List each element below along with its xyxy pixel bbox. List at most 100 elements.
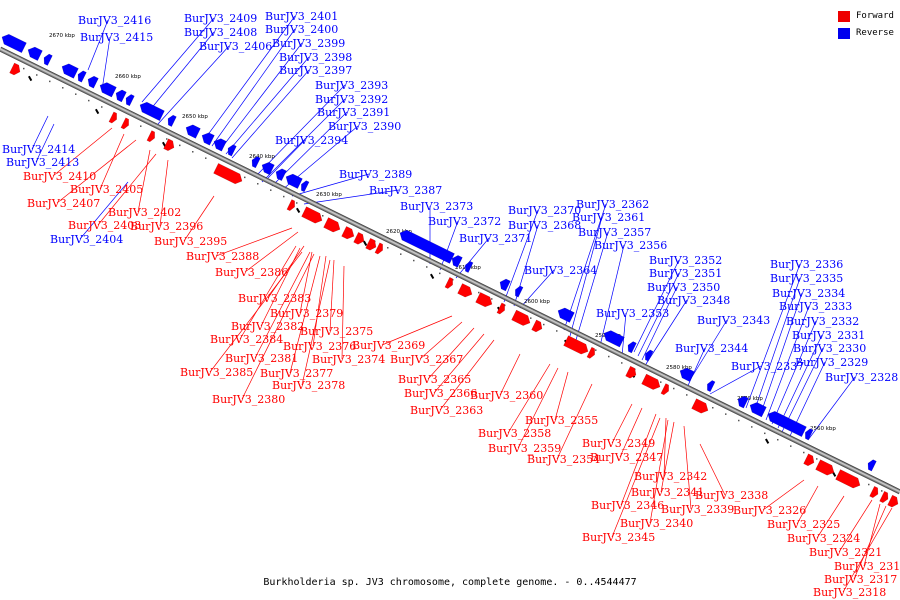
leader-line bbox=[660, 421, 675, 493]
gene-label: BurJV3_2333 bbox=[779, 300, 852, 313]
forward-gene-arrow bbox=[641, 373, 661, 390]
major-tick bbox=[95, 108, 100, 115]
gene-label: BurJV3_2331 bbox=[792, 329, 865, 342]
gene-label: BurJV3_2370 bbox=[508, 204, 581, 217]
leader-line bbox=[159, 159, 169, 227]
scale-dot bbox=[738, 419, 740, 422]
leader-line bbox=[796, 485, 819, 525]
gene-label: BurJV3_2382 bbox=[231, 320, 304, 333]
gene-label: BurJV3_2392 bbox=[315, 93, 388, 106]
gene-label: BurJV3_2393 bbox=[315, 79, 388, 92]
gene-label: BurJV3_2338 bbox=[695, 489, 768, 502]
leader-line bbox=[231, 69, 310, 159]
gene-label: BurJV3_2354 bbox=[527, 453, 600, 466]
reverse-gene-arrow bbox=[451, 255, 463, 268]
leader-line bbox=[556, 383, 593, 460]
leader-line bbox=[267, 245, 305, 299]
reverse-gene-arrow bbox=[1, 34, 27, 54]
gene-label: BurJV3_2343 bbox=[697, 314, 770, 327]
forward-gene-arrow bbox=[803, 453, 815, 467]
scale-dot bbox=[283, 195, 285, 198]
axis-line bbox=[0, 46, 900, 495]
major-tick bbox=[296, 207, 301, 214]
leader-line bbox=[211, 28, 296, 147]
gene-label: BurJV3_2339 bbox=[661, 503, 734, 516]
reverse-gene-arrow bbox=[285, 173, 303, 189]
gene-label: BurJV3_2405 bbox=[70, 183, 143, 196]
scale-dot bbox=[725, 413, 727, 415]
leader-line bbox=[289, 255, 321, 374]
leader-line bbox=[645, 299, 688, 365]
major-tick bbox=[430, 273, 435, 279]
reverse-gene-arrow bbox=[805, 428, 814, 441]
reverse-gene-arrow bbox=[603, 330, 625, 348]
leader-line bbox=[842, 507, 893, 593]
leader-line bbox=[99, 133, 125, 190]
leader-line bbox=[255, 84, 346, 177]
leader-line bbox=[52, 127, 113, 177]
gene-label: BurJV3_2396 bbox=[130, 220, 203, 233]
leader-line bbox=[816, 495, 845, 539]
leader-line bbox=[183, 195, 215, 242]
forward-gene-arrow bbox=[444, 276, 453, 289]
gene-label: BurJV3_2350 bbox=[647, 281, 720, 294]
scale-dot bbox=[23, 67, 25, 70]
gene-label: BurJV3_2373 bbox=[400, 200, 473, 213]
forward-gene-arrow bbox=[341, 226, 355, 240]
scale-dot bbox=[452, 279, 454, 281]
scale-dot bbox=[530, 317, 532, 319]
leader-line bbox=[745, 263, 801, 409]
tick-label: 2660 kbp bbox=[115, 74, 141, 80]
reverse-label: Reverse bbox=[856, 28, 894, 38]
leader-line bbox=[599, 244, 625, 347]
gene-label: BurJV3_2357 bbox=[578, 226, 651, 239]
leader-line bbox=[633, 259, 680, 353]
forward-gene-arrow bbox=[496, 302, 505, 315]
leader-line bbox=[244, 231, 299, 273]
forward-label: Forward bbox=[856, 11, 894, 21]
legend-forward: Forward bbox=[838, 8, 894, 24]
leader-line bbox=[641, 286, 678, 361]
gene-label: BurJV3_2391 bbox=[317, 106, 390, 119]
gene-label: BurJV3_2326 bbox=[733, 504, 806, 517]
reverse-gene-arrow bbox=[261, 162, 275, 176]
forward-gene-arrow bbox=[879, 490, 889, 503]
gene-label: BurJV3_2415 bbox=[80, 31, 153, 44]
gene-label: BurJV3_2379 bbox=[270, 307, 343, 320]
tick-label: 2620 kbp bbox=[386, 229, 412, 235]
gene-label: BurJV3_2335 bbox=[770, 272, 843, 285]
gene-label: BurJV3_2345 bbox=[582, 531, 655, 544]
scale-dot bbox=[36, 74, 38, 76]
gene-label: BurJV3_2410 bbox=[23, 170, 96, 183]
gene-label: BurJV3_2404 bbox=[50, 233, 123, 246]
leader-line bbox=[637, 272, 680, 357]
leader-line bbox=[621, 312, 627, 357]
leader-line bbox=[35, 123, 55, 163]
forward-gene-arrow bbox=[108, 111, 117, 124]
scale-dot bbox=[205, 157, 207, 159]
scale-dot bbox=[660, 381, 662, 383]
gene-label: BurJV3_2330 bbox=[793, 342, 866, 355]
genome-caption: Burkholderia sp. JV3 chromosome, complet… bbox=[263, 577, 637, 588]
gene-label: BurJV3_2360 bbox=[470, 389, 543, 402]
reverse-gene-arrow bbox=[767, 411, 807, 437]
leader-line bbox=[157, 45, 230, 125]
scale-dot bbox=[62, 87, 64, 89]
forward-gene-arrow bbox=[586, 346, 595, 359]
scale-dot bbox=[868, 483, 870, 486]
reverse-gene-arrow bbox=[185, 124, 201, 139]
gene-label: BurJV3_2401 bbox=[265, 10, 338, 23]
reverse-gene-arrow bbox=[43, 53, 53, 66]
reverse-gene-arrow bbox=[679, 367, 695, 382]
reverse-gene-arrow bbox=[275, 168, 287, 182]
leader-line bbox=[312, 255, 327, 347]
leader-line bbox=[254, 251, 311, 359]
major-tick bbox=[363, 240, 368, 247]
gene-label: BurJV3_2380 bbox=[212, 393, 285, 406]
forward-gene-arrow bbox=[163, 138, 175, 152]
leader-line bbox=[563, 203, 607, 331]
gene-label: BurJV3_2368 bbox=[508, 219, 581, 232]
forward-gene-arrow bbox=[374, 242, 383, 255]
leader-line bbox=[771, 320, 817, 425]
major-tick bbox=[27, 75, 33, 82]
